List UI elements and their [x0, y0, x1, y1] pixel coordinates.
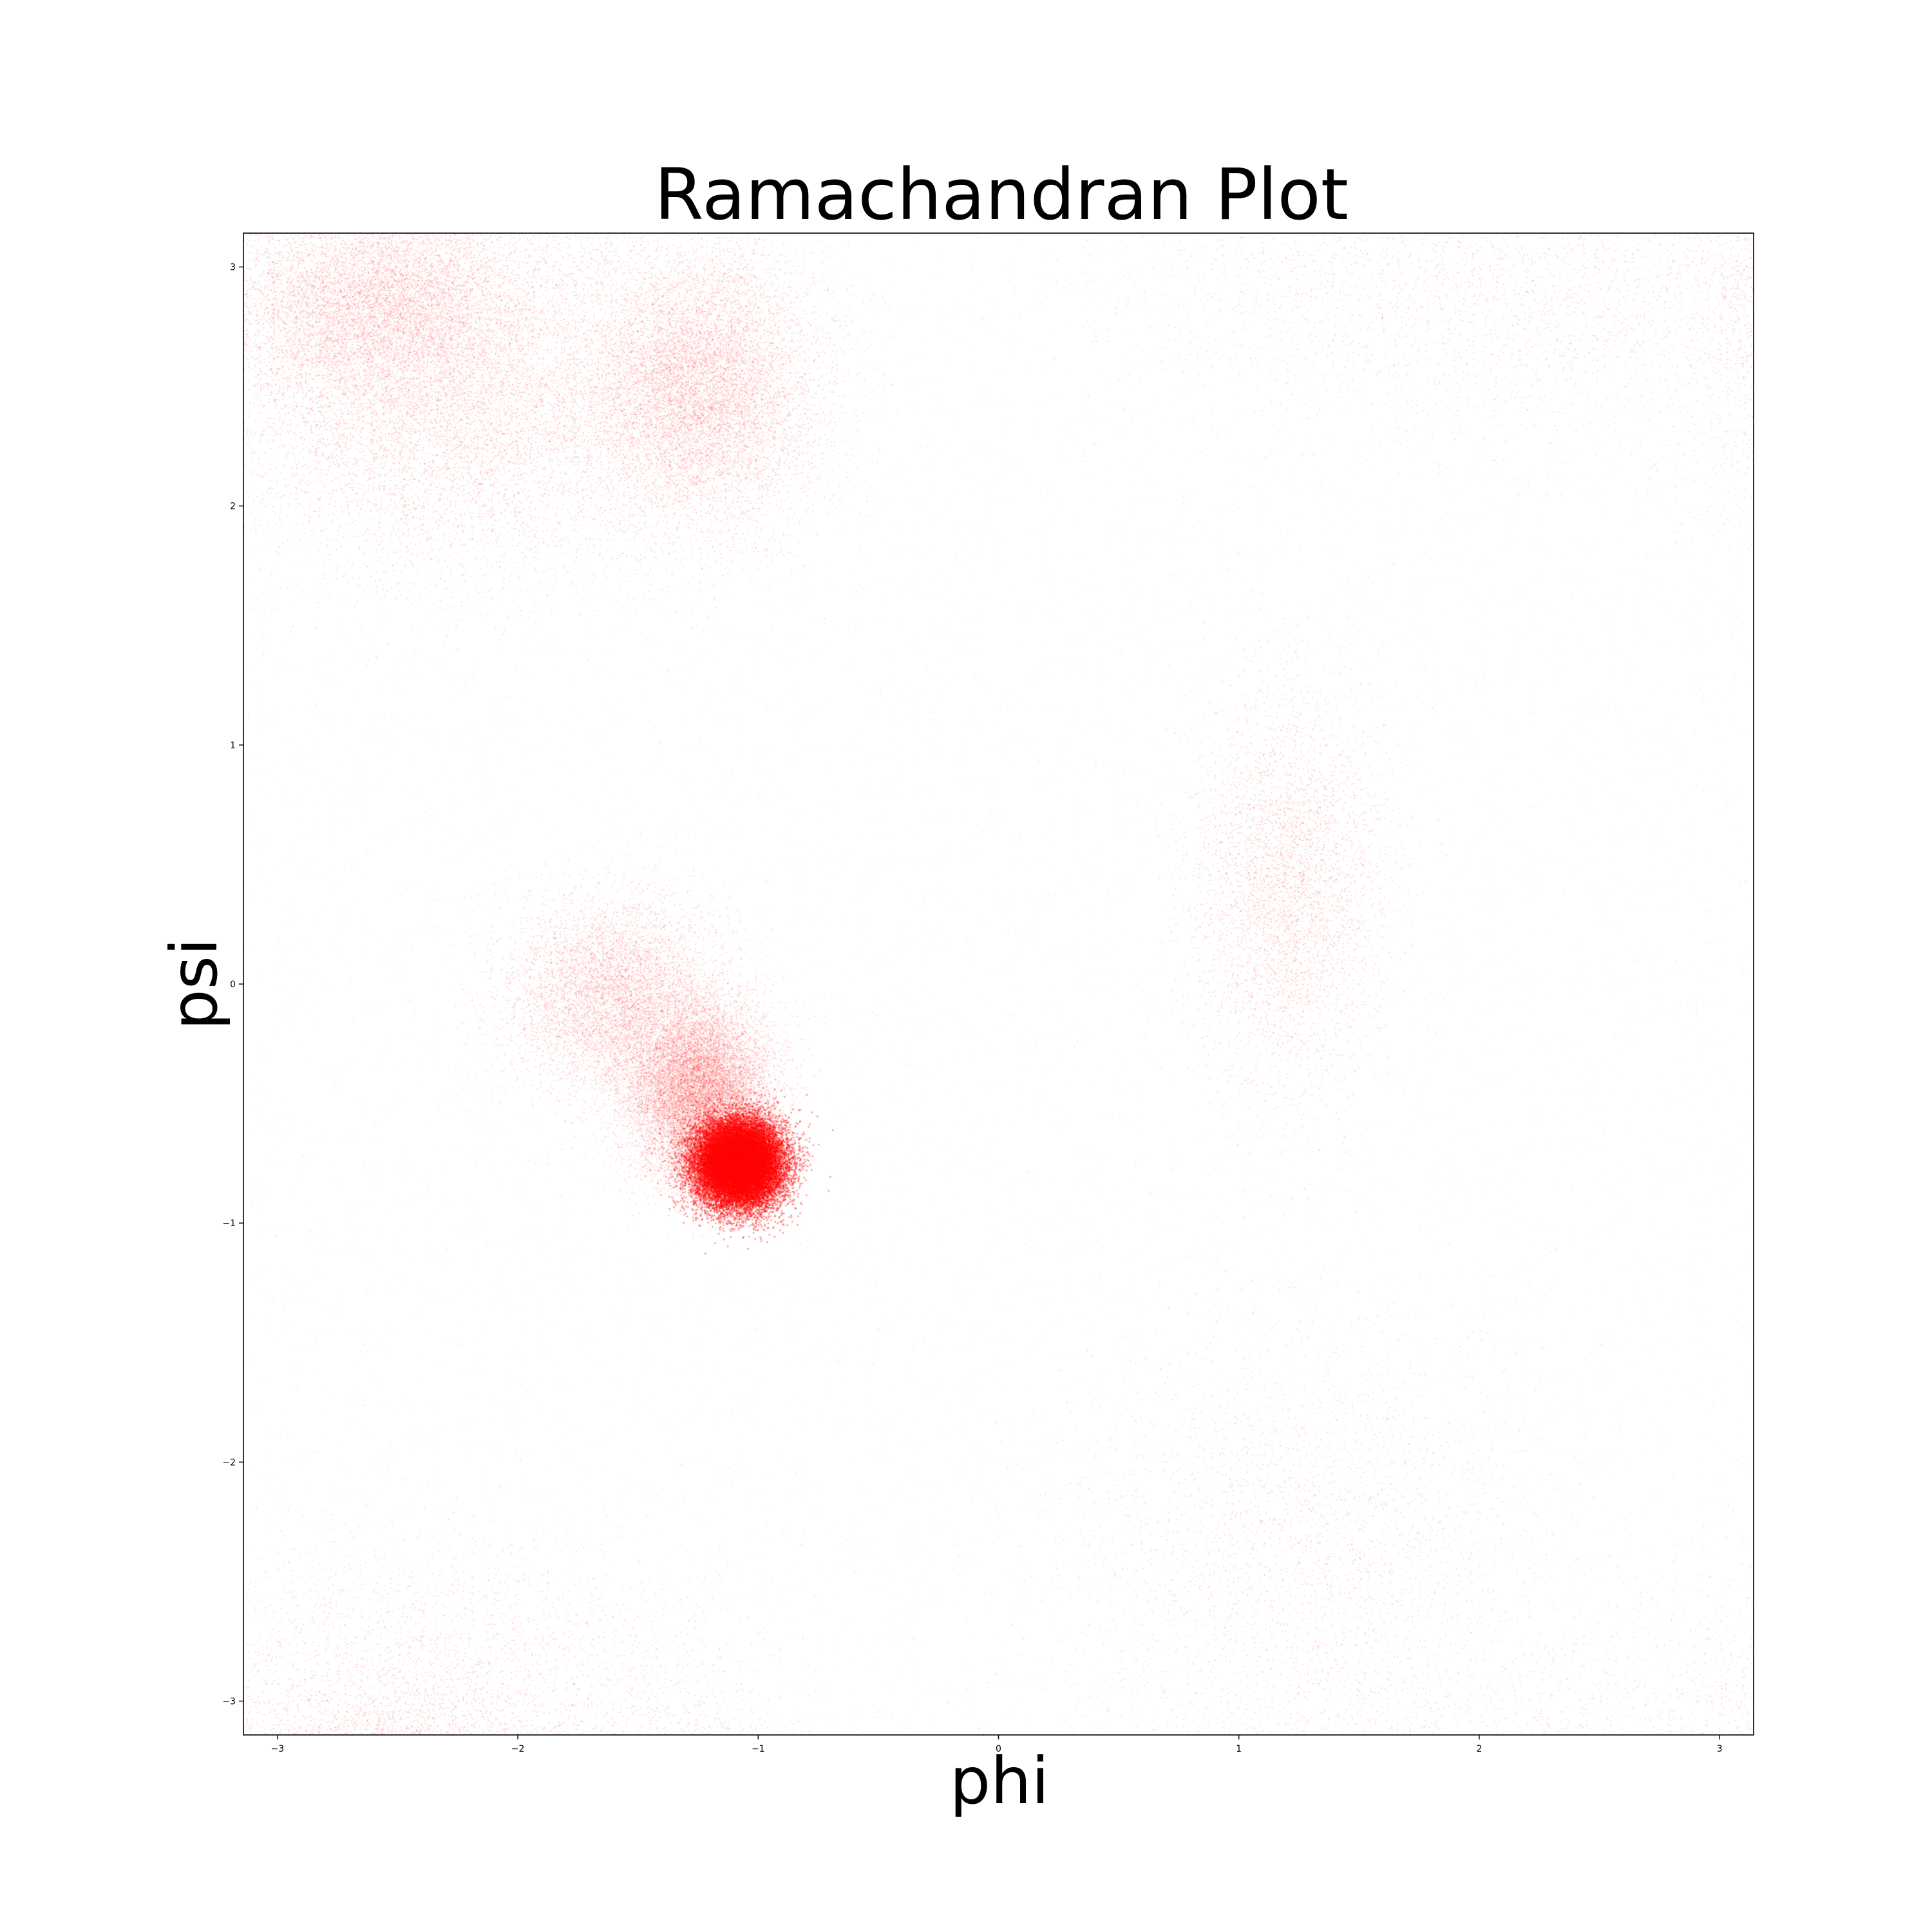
- scatter-points: [243, 233, 1754, 1735]
- x-tick-label: −3: [271, 1744, 285, 1754]
- x-axis-ticks: −3 −2 −1 0 1 2 3: [271, 1735, 1723, 1754]
- x-tick-label: −2: [511, 1744, 525, 1754]
- y-axis-label: psi: [156, 938, 232, 1030]
- plot-area: [243, 232, 1754, 1736]
- x-tick-label: 3: [1717, 1744, 1723, 1754]
- x-tick-label: −1: [752, 1744, 765, 1754]
- x-axis-label: phi: [950, 1743, 1050, 1819]
- x-tick-label: 0: [996, 1744, 1001, 1754]
- y-tick-label: −3: [222, 1696, 236, 1707]
- chart-title: Ramachandran Plot: [654, 153, 1349, 236]
- y-tick-label: 3: [230, 263, 236, 273]
- x-tick-label: 1: [1236, 1744, 1242, 1754]
- y-tick-label: 1: [230, 741, 236, 751]
- y-axis-ticks: −3 −2 −1 0 1 2 3: [222, 263, 243, 1707]
- y-tick-label: 0: [230, 980, 236, 990]
- x-tick-label: 2: [1476, 1744, 1482, 1754]
- y-tick-label: −1: [222, 1218, 236, 1229]
- y-tick-label: −2: [222, 1457, 236, 1468]
- y-tick-label: 2: [230, 502, 236, 512]
